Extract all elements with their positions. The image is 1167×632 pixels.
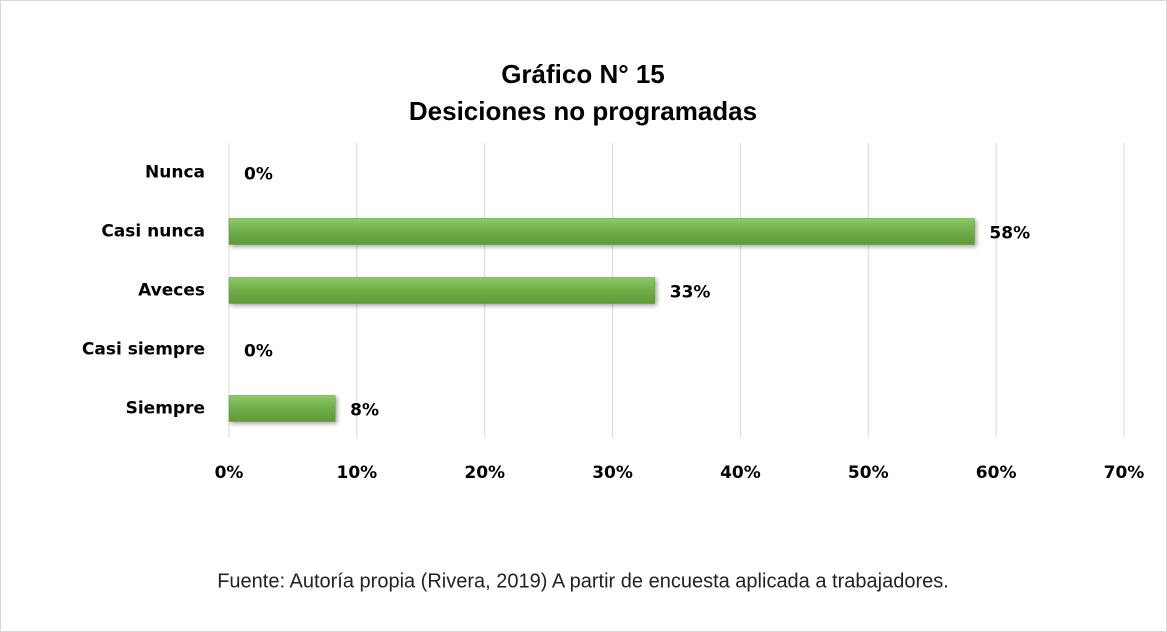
data-label: 0% [244, 165, 273, 185]
source-note: Fuente: Autoría propia (Rivera, 2019) A … [217, 570, 949, 592]
y-tick-label: Nunca [145, 163, 205, 183]
bar [228, 395, 336, 422]
y-tick-label: Casi nunca [101, 222, 205, 242]
data-label: 58% [989, 224, 1030, 244]
y-tick-label: Casi siempre [82, 340, 205, 360]
chart-title: Gráfico N° 15 [501, 59, 665, 89]
x-tick-label: 60% [976, 463, 1017, 483]
chart-subtitle: Desiciones no programadas [409, 96, 757, 126]
x-tick-label: 70% [1104, 463, 1145, 483]
bar [228, 277, 656, 304]
x-tick-label: 50% [848, 463, 889, 483]
x-tick-label: 30% [592, 463, 633, 483]
x-tick-label: 40% [720, 463, 761, 483]
data-label: 8% [350, 401, 379, 421]
data-label: 33% [670, 283, 711, 303]
data-label: 0% [244, 342, 273, 362]
x-tick-label: 20% [464, 463, 505, 483]
x-tick-label: 10% [337, 463, 378, 483]
y-tick-label: Aveces [138, 281, 205, 301]
bar [228, 218, 975, 245]
y-tick-label: Siempre [126, 399, 205, 419]
x-tick-label: 0% [215, 463, 244, 483]
